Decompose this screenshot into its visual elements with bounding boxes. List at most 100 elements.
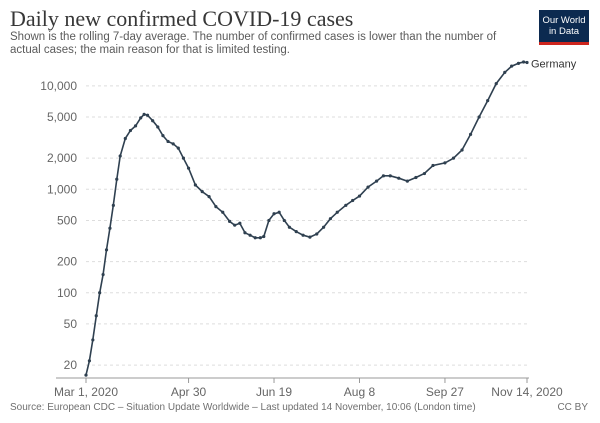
data-point[interactable] (486, 99, 490, 103)
data-point[interactable] (294, 230, 298, 234)
y-tick-label: 1,000 (47, 182, 77, 196)
license-label[interactable]: CC BY (557, 402, 588, 413)
data-point[interactable] (200, 190, 204, 194)
data-point[interactable] (374, 179, 379, 183)
data-point[interactable] (123, 136, 127, 141)
x-axis: Mar 1, 2020 Apr 30 Jun 19 Aug 8 Sep 27 Nov 14… (54, 377, 563, 399)
x-tick-label: Nov 14, 2020 (491, 385, 563, 399)
data-point[interactable] (151, 119, 155, 123)
data-point[interactable] (366, 185, 370, 189)
data-point[interactable] (253, 236, 257, 240)
y-tick-label: 5,000 (47, 110, 77, 124)
data-point[interactable] (128, 128, 133, 133)
x-tick-label: Apr 30 (171, 385, 207, 399)
data-point[interactable] (308, 235, 312, 239)
logo-line-2: in Data (548, 26, 580, 37)
data-point[interactable] (431, 163, 435, 168)
data-point[interactable] (451, 156, 456, 160)
data-point[interactable] (108, 226, 112, 230)
data-point[interactable] (422, 171, 427, 176)
data-point[interactable] (328, 217, 333, 221)
data-point[interactable] (468, 132, 473, 136)
y-tick-label: 10,000 (40, 79, 77, 93)
data-point[interactable] (357, 194, 362, 198)
data-point[interactable] (460, 148, 464, 152)
y-tick-label: 100 (57, 286, 77, 300)
data-point[interactable] (227, 219, 232, 223)
data-point[interactable] (87, 359, 92, 363)
series-line-germany[interactable] (85, 61, 528, 376)
data-point[interactable] (91, 338, 95, 342)
data-point[interactable] (315, 232, 319, 236)
data-point[interactable] (161, 134, 165, 138)
data-point[interactable] (133, 124, 138, 128)
data-point[interactable] (477, 115, 481, 119)
data-point[interactable] (142, 112, 146, 116)
y-tick-label: 20 (64, 358, 78, 372)
data-point[interactable] (181, 156, 186, 160)
data-point[interactable] (282, 218, 286, 223)
x-tick-label: Aug 8 (344, 385, 376, 399)
data-point[interactable] (248, 233, 252, 237)
data-point[interactable] (115, 177, 119, 181)
logo-line-1: Our World (542, 15, 586, 26)
data-point[interactable] (84, 373, 88, 377)
data-point[interactable] (258, 236, 262, 240)
owid-logo[interactable]: Our World in Data (539, 10, 589, 45)
data-point[interactable] (494, 82, 498, 86)
y-axis-labels: 20 50 100 200 500 1,000 2,000 5,000 10,000 (40, 79, 77, 372)
data-point[interactable] (344, 203, 348, 207)
data-point[interactable] (207, 195, 211, 199)
y-tick-label: 200 (57, 255, 77, 269)
data-point[interactable] (510, 64, 514, 68)
data-point[interactable] (243, 231, 247, 235)
data-point[interactable] (145, 113, 150, 117)
data-point[interactable] (186, 166, 191, 170)
data-point[interactable] (156, 125, 160, 129)
chart-title: Daily new confirmed COVID-19 cases (10, 6, 354, 31)
data-point[interactable] (214, 205, 218, 209)
data-point[interactable] (443, 161, 447, 165)
data-point[interactable] (301, 233, 305, 237)
data-point[interactable] (287, 225, 292, 229)
data-point[interactable] (193, 183, 197, 187)
y-tick-label: 50 (64, 317, 78, 331)
data-point[interactable] (321, 225, 326, 229)
data-point[interactable] (98, 291, 102, 295)
data-point[interactable] (262, 234, 266, 239)
source-note[interactable]: Source: European CDC – Situation Update … (10, 402, 476, 413)
chart-subtitle: Shown is the rolling 7-day average. The … (10, 31, 497, 56)
series-label-germany: Germany (531, 59, 577, 71)
data-point[interactable] (104, 248, 109, 252)
data-point[interactable] (521, 60, 526, 64)
data-point[interactable] (272, 212, 276, 216)
data-point[interactable] (381, 174, 386, 178)
data-point[interactable] (139, 116, 143, 120)
data-point[interactable] (171, 142, 175, 146)
data-point[interactable] (503, 70, 507, 74)
y-tick-label: 500 (57, 213, 77, 227)
data-point[interactable] (388, 174, 392, 178)
data-point[interactable] (118, 154, 122, 158)
data-point[interactable] (351, 198, 355, 203)
data-point[interactable] (516, 61, 521, 65)
data-point[interactable] (277, 210, 281, 214)
data-point[interactable] (267, 218, 271, 223)
data-point[interactable] (233, 223, 237, 227)
data-point[interactable] (221, 210, 225, 214)
data-point[interactable] (111, 203, 115, 207)
data-point[interactable] (238, 221, 242, 225)
data-point[interactable] (94, 314, 98, 318)
data-point[interactable] (397, 176, 401, 180)
x-tick-label: Jun 19 (256, 385, 292, 399)
data-point[interactable] (101, 272, 105, 277)
data-point[interactable] (525, 60, 529, 65)
data-point[interactable] (166, 139, 170, 144)
data-point[interactable] (335, 210, 339, 214)
data-point[interactable] (176, 146, 180, 150)
data-point[interactable] (414, 175, 418, 180)
series-group: Germany (84, 59, 577, 377)
grid-lines (86, 85, 527, 366)
data-point[interactable] (405, 179, 409, 183)
